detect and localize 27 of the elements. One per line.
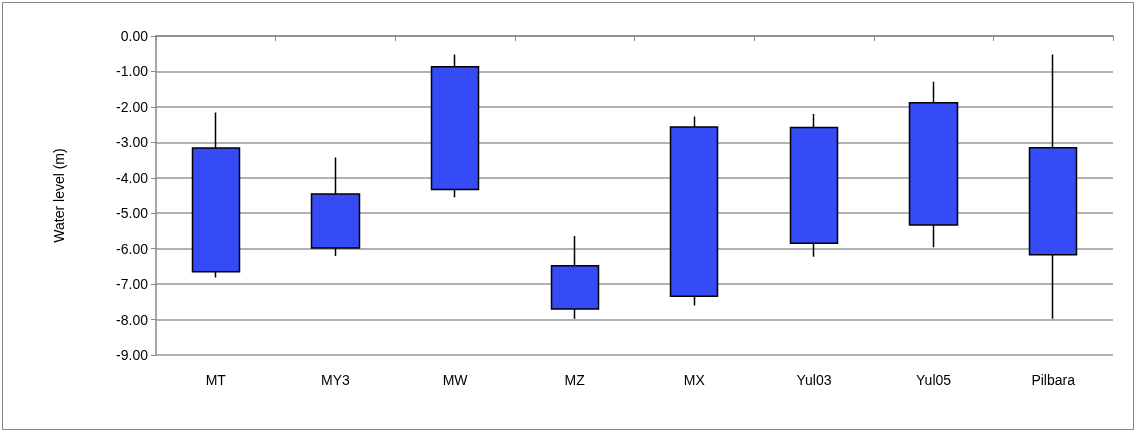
x-tick-label: MW bbox=[442, 372, 469, 388]
x-tick-label: MX bbox=[683, 372, 706, 388]
candlestick bbox=[550, 235, 600, 320]
y-tick-label: -5.00 bbox=[116, 205, 149, 222]
candlestick bbox=[191, 111, 241, 279]
y-tick-label: -8.00 bbox=[116, 311, 149, 328]
y-tick-label: -3.00 bbox=[116, 134, 149, 151]
y-axis-title: Water level (m) bbox=[51, 148, 67, 243]
y-tick-label: -7.00 bbox=[116, 276, 149, 293]
candlestick bbox=[908, 80, 959, 248]
candlestick bbox=[1028, 53, 1078, 320]
x-tick-label: MZ bbox=[564, 372, 586, 388]
candlestick bbox=[789, 113, 839, 258]
y-tick-label: -9.00 bbox=[116, 347, 149, 363]
x-tick-label: MY3 bbox=[321, 372, 351, 388]
candlestick bbox=[430, 53, 480, 199]
x-tick-label: MT bbox=[205, 372, 227, 388]
x-tick-label: Pilbara bbox=[1031, 372, 1076, 388]
x-tick-label: Yul03 bbox=[796, 372, 832, 388]
y-tick-label: -4.00 bbox=[116, 169, 149, 186]
x-tick-label: Yul05 bbox=[916, 372, 952, 388]
candlestick bbox=[310, 156, 361, 257]
candlestick bbox=[669, 115, 719, 307]
y-tick-label: 0.00 bbox=[120, 28, 149, 44]
y-tick-label: -1.00 bbox=[116, 63, 149, 80]
y-tick-label: -6.00 bbox=[116, 240, 149, 257]
y-tick-label: -2.00 bbox=[116, 98, 149, 115]
